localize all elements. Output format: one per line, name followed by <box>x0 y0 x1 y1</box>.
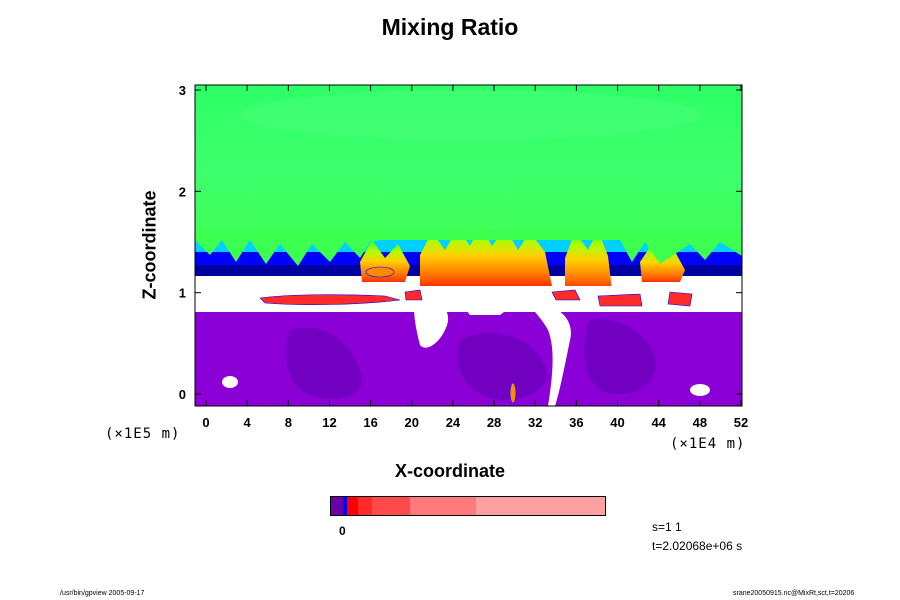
colorbar-segment <box>358 497 373 515</box>
y-tick-label: 3 <box>179 83 186 98</box>
x-tick-label: 24 <box>446 415 461 430</box>
x-tick-label: 44 <box>651 415 666 430</box>
colorbar-segment <box>331 497 344 515</box>
info-t: t=2.02068e+06 s <box>652 539 743 553</box>
y-ticks: 0 1 2 3 <box>179 83 742 402</box>
colorbar-tick-label: 0 <box>339 524 346 538</box>
field-upper-light-patch <box>240 90 700 140</box>
field-dark-swirls <box>286 319 656 400</box>
y-tick-label: 2 <box>179 184 186 199</box>
colorbar-segment <box>343 497 348 515</box>
y-axis-label: Z-coordinate <box>139 190 160 300</box>
x-scale-note: (×1E4 m) <box>670 436 746 452</box>
x-tick-label: 40 <box>610 415 624 430</box>
x-tick-label: 48 <box>693 415 707 430</box>
field-orange-blob <box>365 266 395 278</box>
x-ticks: 0 4 8 12 16 20 24 28 32 36 40 44 48 52 <box>202 85 748 430</box>
x-tick-label: 12 <box>322 415 336 430</box>
y-tick-label: 0 <box>179 387 186 402</box>
colorbar <box>330 496 606 516</box>
x-tick-label: 52 <box>734 415 748 430</box>
x-tick-label: 8 <box>285 415 292 430</box>
field-white-spot-right <box>690 384 710 396</box>
colorbar-segment <box>347 497 359 515</box>
chart-title: Mixing Ratio <box>381 14 519 40</box>
x-tick-label: 16 <box>363 415 377 430</box>
x-tick-label: 32 <box>528 415 542 430</box>
field-orange-blob-small <box>509 382 517 404</box>
colorbar-segment <box>476 497 605 515</box>
field-plume-right <box>565 230 612 290</box>
colorbar-segment <box>372 497 411 515</box>
field-plume-center <box>420 225 552 286</box>
footer-left: /usr/bin/gpview 2005-09-17 <box>60 590 145 597</box>
colorbar-segment <box>410 497 477 515</box>
x-tick-label: 36 <box>569 415 583 430</box>
info-s: s=1 1 <box>652 520 682 534</box>
field-green-spikes <box>195 230 742 266</box>
plot-frame <box>194 84 743 407</box>
field-white-intrusion-center <box>413 295 520 348</box>
x-tick-label: 4 <box>244 415 252 430</box>
x-tick-label: 28 <box>487 415 501 430</box>
x-tick-label: 0 <box>202 415 209 430</box>
field-white-intrusion-right <box>530 300 571 406</box>
x-axis-label: X-coordinate <box>394 461 505 481</box>
field-red-streak <box>259 289 693 307</box>
x-tick-label: 20 <box>405 415 419 430</box>
field-white-spot-left <box>222 376 238 388</box>
footer-right: srane20050915.nc@MixRt,sct,t=20206 <box>733 590 855 597</box>
y-tick-label: 1 <box>179 286 186 301</box>
y-scale-note: (×1E5 m) <box>105 426 181 442</box>
